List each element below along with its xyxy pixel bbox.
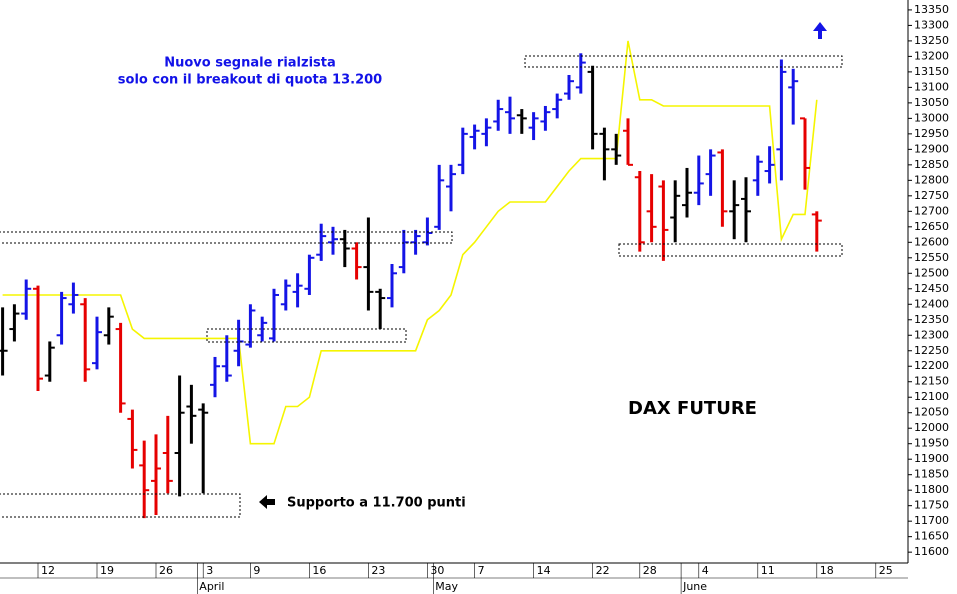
chart-title: DAX FUTURE (628, 398, 757, 419)
x-tick-label: 16 (312, 564, 326, 577)
y-tick-label: 13100 (914, 80, 949, 93)
y-tick-label: 12550 (914, 251, 949, 264)
annotation: Supporto a 11.700 punti (287, 496, 466, 511)
x-tick-label: 28 (643, 564, 657, 577)
y-tick-label: 12600 (914, 235, 949, 248)
y-tick-label: 11700 (914, 514, 949, 527)
overlay-line (2, 40, 818, 445)
y-tick-label: 12800 (914, 173, 949, 186)
x-tick-label: 26 (159, 564, 173, 577)
level-zone (206, 328, 407, 343)
x-tick-label: 25 (879, 564, 893, 577)
y-tick-label: 11750 (914, 499, 949, 512)
y-tick-label: 13300 (914, 18, 949, 31)
x-tick-label: 14 (537, 564, 551, 577)
annotation: Nuovo segnale rialzista (164, 56, 336, 71)
y-tick-label: 12950 (914, 127, 949, 140)
y-tick-label: 12400 (914, 297, 949, 310)
y-tick-label: 12300 (914, 328, 949, 341)
month-label: June (682, 580, 707, 593)
y-tick-label: 12150 (914, 375, 949, 388)
y-tick-label: 12050 (914, 406, 949, 419)
y-tick-label: 12500 (914, 266, 949, 279)
y-tick-label: 13000 (914, 111, 949, 124)
y-tick-label: 13150 (914, 65, 949, 78)
y-tick-label: 12100 (914, 390, 949, 403)
y-tick-label: 11900 (914, 452, 949, 465)
x-tick-label: 23 (371, 564, 385, 577)
x-tick-label: 11 (761, 564, 775, 577)
x-tick-label: 12 (41, 564, 55, 577)
y-tick-label: 13200 (914, 49, 949, 62)
month-label: May (435, 580, 458, 593)
y-tick-label: 11950 (914, 437, 949, 450)
x-tick-label: 9 (253, 564, 260, 577)
y-tick-label: 11650 (914, 530, 949, 543)
y-tick-label: 11800 (914, 483, 949, 496)
up-arrow (813, 22, 827, 39)
y-tick-label: 12750 (914, 189, 949, 202)
x-tick-label: 22 (596, 564, 610, 577)
y-tick-label: 12450 (914, 282, 949, 295)
x-tick-label: 19 (100, 564, 114, 577)
y-tick-label: 12250 (914, 344, 949, 357)
x-tick-label: 7 (478, 564, 485, 577)
x-tick-label: 18 (820, 564, 834, 577)
left-arrow (259, 495, 275, 509)
y-tick-label: 12900 (914, 142, 949, 155)
y-tick-label: 11850 (914, 468, 949, 481)
y-tick-label: 13250 (914, 34, 949, 47)
y-tick-label: 12850 (914, 158, 949, 171)
level-zone (618, 243, 843, 257)
plot-area (0, 40, 822, 519)
y-tick-label: 11600 (914, 545, 949, 558)
x-tick-label: 30 (430, 564, 444, 577)
month-label: April (199, 580, 224, 593)
y-tick-label: 13050 (914, 96, 949, 109)
y-tick-label: 12200 (914, 359, 949, 372)
y-tick-label: 12350 (914, 313, 949, 326)
y-tick-label: 12650 (914, 220, 949, 233)
x-tick-label: 3 (206, 564, 213, 577)
annotation: solo con il breakout di quota 13.200 (118, 73, 382, 88)
y-tick-label: 12000 (914, 421, 949, 434)
x-tick-label: 4 (702, 564, 709, 577)
y-tick-label: 12700 (914, 204, 949, 217)
support-zone (0, 493, 241, 518)
y-tick-label: 13350 (914, 3, 949, 16)
